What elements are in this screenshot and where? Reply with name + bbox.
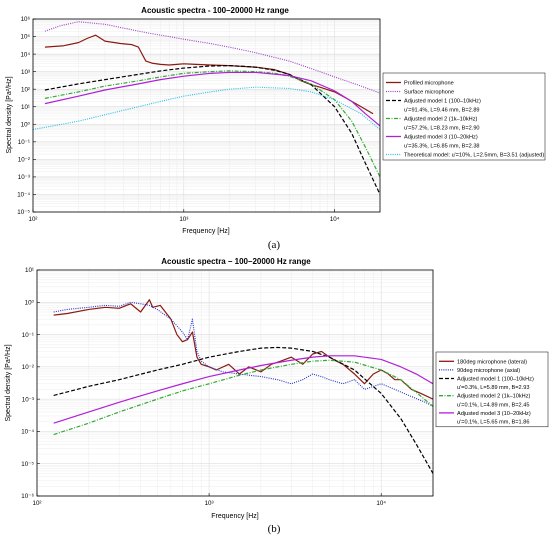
legend-label: Adjusted model 1 (100–10kHz) — [457, 377, 534, 383]
y-tick-label: 10⁰ — [21, 121, 31, 128]
y-tick-label: 10⁰ — [25, 299, 35, 306]
series-line-3 — [53, 346, 433, 474]
chart-a-ylabel: Spectral density [Pa²/Hz] — [6, 76, 13, 153]
y-tick-label: 10⁻⁴ — [17, 192, 30, 199]
series-line-3 — [44, 65, 380, 195]
series-line-2 — [44, 21, 380, 94]
chart-a-grid — [32, 19, 381, 213]
chart-b-series — [53, 299, 433, 474]
y-tick-label: 10⁻¹ — [18, 139, 30, 146]
chart-b: Acoustic spectra – 100–20000 Hz range 10… — [5, 257, 549, 535]
series-line-2 — [53, 301, 433, 407]
legend-params: u'=0.1%, L=5.65 mm, B=1.86 — [457, 420, 529, 426]
caption-b: (b) — [268, 523, 281, 535]
legend-label: Adjusted model 1 (100–10kHz) — [404, 99, 481, 105]
legend-params: u'=35.3%, L=6.85 mm, B=2.38 — [404, 144, 480, 150]
chart-a-xlabel: Frequency [Hz] — [182, 228, 230, 235]
x-tick-label: 10⁴ — [376, 500, 386, 507]
caption-a: (a) — [268, 239, 281, 251]
legend-label: 90deg microphone (axial) — [457, 368, 520, 374]
y-tick-label: 10⁻⁵ — [21, 461, 34, 468]
y-tick-label: 10¹ — [25, 267, 34, 274]
y-tick-label: 10⁻¹ — [22, 332, 34, 339]
legend-params: u'=0.3%, L=5.89 mm, B=2.93 — [457, 385, 529, 391]
chart-b-ylabel: Spectral density [Pa²/Hz] — [5, 344, 12, 421]
chart-a-series — [33, 21, 380, 195]
legend-params: u'=57.2%, L=8.23 mm, B=2.90 — [404, 126, 480, 132]
series-line-1 — [44, 34, 374, 115]
y-tick-label: 10⁻⁴ — [21, 429, 34, 436]
x-tick-label: 10² — [29, 216, 38, 223]
chart-a: Acoustic spectra - 100–20000 Hz range 10… — [6, 6, 546, 251]
legend-box — [382, 72, 546, 161]
chart-b-frame — [36, 269, 434, 497]
y-tick-label: 10⁵ — [21, 34, 31, 41]
y-tick-label: 10⁻² — [18, 157, 30, 164]
series-line-4 — [44, 70, 380, 178]
series-line-6 — [33, 86, 380, 131]
y-tick-label: 10⁻² — [22, 364, 34, 371]
series-line-4 — [53, 359, 433, 436]
chart-a-title: Acoustic spectra - 100–20000 Hz range — [141, 6, 289, 15]
series-line-1 — [53, 299, 433, 400]
chart-b-ticks: 10² 10³ 10⁴ 10⁻⁶ 10⁻⁵ 10⁻⁴ 10⁻³ 10⁻² 10⁻¹ 10⁰ 10¹ — [21, 267, 386, 507]
chart-a-legend: Profiled microphone Surface microphone Adj… — [382, 72, 546, 161]
x-tick-label: 10⁴ — [330, 216, 340, 223]
chart-b-title: Acoustic spectra – 100–20000 Hz range — [161, 257, 311, 266]
legend-label: Profiled microphone — [404, 81, 454, 87]
legend-box — [435, 351, 549, 428]
legend-label: Surface microphone — [404, 90, 454, 96]
y-tick-label: 10⁻³ — [18, 174, 30, 181]
y-tick-label: 10⁻⁶ — [21, 493, 34, 500]
x-tick-label: 10³ — [179, 216, 188, 223]
legend-label: 180deg microphone (lateral) — [457, 359, 527, 365]
y-tick-label: 10¹ — [21, 104, 30, 111]
legend-label: Theoretical model: u'=10%, L=2.5mm, B=3.… — [404, 153, 544, 159]
x-tick-label: 10² — [33, 500, 42, 507]
y-tick-label: 10² — [21, 86, 30, 93]
series-line-5 — [44, 71, 380, 127]
y-tick-label: 10⁴ — [20, 51, 30, 58]
legend-label: Adjusted model 2 (1k–10kHz) — [404, 117, 478, 123]
y-tick-label: 10⁻³ — [22, 396, 34, 403]
chart-b-grid — [36, 270, 434, 497]
legend-params: u'=91.4%, L=9.46 mm, B=2.89 — [404, 108, 480, 114]
chart-b-legend: 180deg microphone (lateral) 90deg microph… — [435, 351, 549, 428]
legend-label: Adjusted model 3 (10–20kHz) — [404, 135, 478, 141]
y-tick-label: 10³ — [21, 69, 30, 76]
chart-a-ticks: 10² 10³ 10⁴ 10⁻⁵ 10⁻⁴ 10⁻³ 10⁻² 10⁻¹ 10⁰ 10¹ 10² 10… — [17, 16, 340, 223]
legend-params: u'=0.1%, L=4.89 mm, B=2.45 — [457, 402, 529, 408]
chart-a-frame — [32, 18, 381, 213]
chart-b-xlabel: Frequency [Hz] — [211, 513, 259, 520]
x-tick-label: 10³ — [205, 500, 214, 507]
legend-label: Adjusted model 3 (10–20kHz) — [457, 411, 531, 417]
series-line-5 — [53, 355, 433, 424]
y-tick-label: 10⁶ — [21, 16, 31, 23]
y-tick-label: 10⁻⁵ — [17, 209, 30, 216]
legend-label: Adjusted model 2 (1k–10kHz) — [457, 394, 531, 400]
